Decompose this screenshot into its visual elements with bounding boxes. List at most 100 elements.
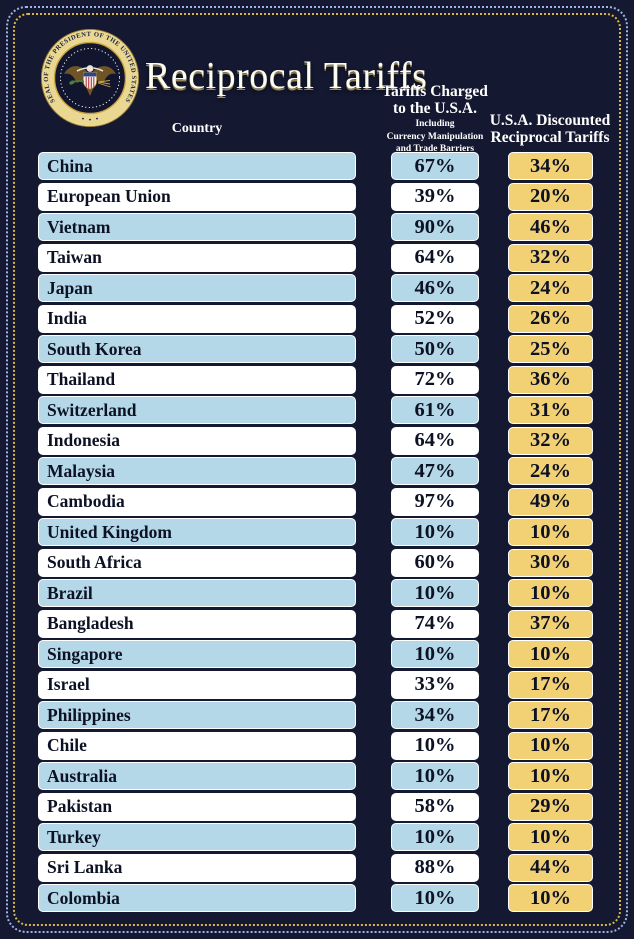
tariff-charged-cell: 34% (391, 701, 479, 729)
tariff-charged-cell: 10% (391, 731, 479, 760)
tariff-charged-cell: 47% (391, 457, 479, 485)
table-row: Bangladesh 74% 37% (38, 609, 593, 638)
tariff-charged-cell: 97% (391, 487, 479, 516)
discounted-tariff-cell: 26% (508, 304, 593, 333)
column-header-discounted: U.S.A. Discounted Reciprocal Tariffs (472, 112, 628, 146)
seal-eagle-icon (64, 65, 116, 96)
country-cell: Taiwan (38, 243, 356, 272)
discounted-header-line2: Reciprocal Tariffs (490, 129, 610, 146)
table-row: Colombia 10% 10% (38, 884, 593, 912)
discounted-tariff-cell: 24% (508, 274, 593, 302)
country-cell: United Kingdom (38, 518, 356, 546)
discounted-tariff-cell: 10% (508, 884, 593, 912)
country-cell: Thailand (38, 365, 356, 394)
discounted-tariff-cell: 24% (508, 457, 593, 485)
table-row: Japan 46% 24% (38, 274, 593, 302)
table-row: South Korea 50% 25% (38, 335, 593, 363)
table-row: Vietnam 90% 46% (38, 213, 593, 241)
tariff-charged-cell: 10% (391, 640, 479, 668)
column-header-country: Country (171, 121, 223, 136)
tariff-charged-cell: 46% (391, 274, 479, 302)
country-cell: Switzerland (38, 396, 356, 424)
discounted-tariff-cell: 31% (508, 396, 593, 424)
country-cell: Singapore (38, 640, 356, 668)
tariff-charged-cell: 58% (391, 792, 479, 821)
charged-header-sub1: Including (415, 119, 455, 129)
table-row: Thailand 72% 36% (38, 365, 593, 394)
discounted-tariff-cell: 29% (508, 792, 593, 821)
table-row: Israel 33% 17% (38, 670, 593, 699)
country-cell: Bangladesh (38, 609, 356, 638)
discounted-tariff-cell: 49% (508, 487, 593, 516)
discounted-tariff-cell: 20% (508, 182, 593, 211)
tariff-charged-cell: 67% (391, 152, 479, 180)
tariff-charged-cell: 72% (391, 365, 479, 394)
tariff-charged-cell: 50% (391, 335, 479, 363)
table-row: Switzerland 61% 31% (38, 396, 593, 424)
discounted-tariff-cell: 30% (508, 548, 593, 577)
country-cell: Sri Lanka (38, 853, 356, 882)
country-cell: South Korea (38, 335, 356, 363)
tariff-charged-cell: 90% (391, 213, 479, 241)
table-row: Chile 10% 10% (38, 731, 593, 760)
discounted-tariff-cell: 10% (508, 731, 593, 760)
tariff-charged-cell: 60% (391, 548, 479, 577)
tariff-charged-cell: 64% (391, 426, 479, 455)
tariff-charged-cell: 10% (391, 884, 479, 912)
discounted-tariff-cell: 37% (508, 609, 593, 638)
tariff-charged-cell: 61% (391, 396, 479, 424)
discounted-tariff-cell: 32% (508, 243, 593, 272)
country-cell: India (38, 304, 356, 333)
column-header-tariffs-charged: Tariffs Charged to the U.S.A. Including … (355, 83, 515, 155)
country-cell: Pakistan (38, 792, 356, 821)
presidential-seal-icon: SEAL OF THE PRESIDENT OF THE UNITED STAT… (41, 29, 139, 127)
discounted-tariff-cell: 36% (508, 365, 593, 394)
tariff-charged-cell: 10% (391, 518, 479, 546)
table-row: Pakistan 58% 29% (38, 792, 593, 821)
country-cell: Vietnam (38, 213, 356, 241)
discounted-tariff-cell: 10% (508, 579, 593, 607)
country-cell: Brazil (38, 579, 356, 607)
discounted-tariff-cell: 34% (508, 152, 593, 180)
seal-stars-ring (59, 47, 121, 109)
discounted-header-line1: U.S.A. Discounted (489, 112, 611, 129)
country-cell: Israel (38, 670, 356, 699)
table-row: European Union 39% 20% (38, 182, 593, 211)
table-row: Malaysia 47% 24% (38, 457, 593, 485)
discounted-tariff-cell: 10% (508, 518, 593, 546)
discounted-tariff-cell: 32% (508, 426, 593, 455)
country-cell: Japan (38, 274, 356, 302)
country-cell: Turkey (38, 823, 356, 851)
table-row: Sri Lanka 88% 44% (38, 853, 593, 882)
country-cell: Cambodia (38, 487, 356, 516)
charged-header-line2: to the U.S.A. (393, 100, 477, 117)
table-row: Brazil 10% 10% (38, 579, 593, 607)
table-row: Turkey 10% 10% (38, 823, 593, 851)
table-row: China 67% 34% (38, 152, 593, 180)
country-cell: Chile (38, 731, 356, 760)
table-row: Singapore 10% 10% (38, 640, 593, 668)
discounted-tariff-cell: 46% (508, 213, 593, 241)
table-row: India 52% 26% (38, 304, 593, 333)
country-cell: Colombia (38, 884, 356, 912)
country-cell: Philippines (38, 701, 356, 729)
tariff-charged-cell: 64% (391, 243, 479, 272)
tariff-charged-cell: 10% (391, 762, 479, 790)
table-row: Philippines 34% 17% (38, 701, 593, 729)
discounted-tariff-cell: 17% (508, 701, 593, 729)
table-row: United Kingdom 10% 10% (38, 518, 593, 546)
discounted-tariff-cell: 10% (508, 640, 593, 668)
tariff-charged-cell: 10% (391, 823, 479, 851)
table-row: Taiwan 64% 32% (38, 243, 593, 272)
tariff-charged-cell: 74% (391, 609, 479, 638)
charged-header-line1: Tariffs Charged (382, 83, 488, 100)
tariff-charged-cell: 39% (391, 182, 479, 211)
discounted-tariff-cell: 10% (508, 762, 593, 790)
tariff-charged-cell: 33% (391, 670, 479, 699)
table-row: Australia 10% 10% (38, 762, 593, 790)
charged-header-sub3: and Trade Barriers (395, 144, 475, 154)
charged-header-sub2: Currency Manipulation (386, 131, 484, 142)
table-row: Cambodia 97% 49% (38, 487, 593, 516)
country-cell: Australia (38, 762, 356, 790)
